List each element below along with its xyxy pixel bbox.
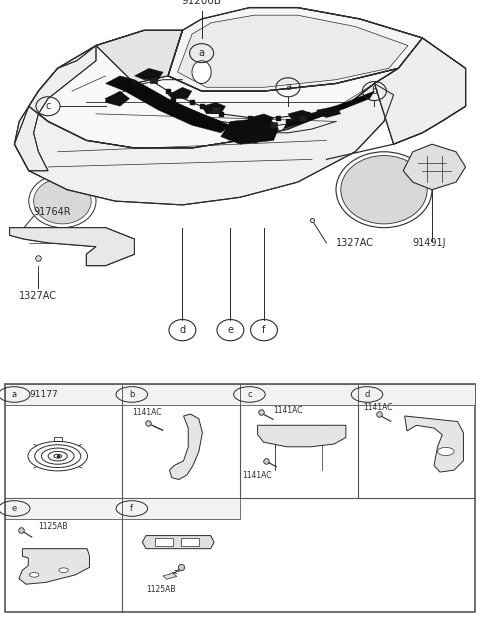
Text: b: b [371, 86, 378, 96]
Bar [358, 384, 475, 405]
Polygon shape [168, 7, 422, 91]
Text: c: c [45, 101, 51, 111]
Text: e: e [12, 504, 17, 513]
Polygon shape [14, 83, 394, 205]
Circle shape [29, 573, 39, 577]
Text: 1141AC: 1141AC [242, 471, 272, 480]
Text: 1125AB: 1125AB [146, 586, 175, 594]
Polygon shape [202, 102, 226, 114]
Polygon shape [403, 144, 466, 190]
Circle shape [59, 568, 68, 573]
Circle shape [438, 447, 454, 455]
Polygon shape [169, 414, 203, 479]
Polygon shape [374, 38, 466, 144]
Bar [240, 384, 358, 405]
Bar [156, 539, 173, 546]
Polygon shape [283, 91, 374, 129]
Polygon shape [288, 110, 312, 122]
Polygon shape [258, 425, 346, 447]
Text: 1141AC: 1141AC [273, 406, 302, 415]
Text: b: b [129, 390, 134, 399]
Text: a: a [12, 390, 17, 399]
Text: 91764R: 91764R [34, 207, 71, 218]
Text: 1327AC: 1327AC [19, 291, 57, 301]
Polygon shape [29, 30, 398, 148]
Text: 1141AC: 1141AC [363, 403, 393, 412]
Polygon shape [134, 68, 163, 80]
Polygon shape [106, 91, 130, 106]
Text: d: d [180, 325, 185, 335]
Text: c: c [247, 390, 252, 399]
Polygon shape [427, 91, 461, 110]
Bar [5, 384, 122, 405]
Polygon shape [96, 30, 182, 83]
Text: 1327AC: 1327AC [336, 238, 374, 248]
Bar [270, 122, 277, 128]
Circle shape [34, 178, 91, 224]
Circle shape [341, 155, 427, 224]
Text: 1141AC: 1141AC [132, 408, 161, 416]
Bar [181, 539, 199, 546]
Bar [5, 499, 122, 519]
Text: f: f [262, 325, 266, 335]
Text: d: d [364, 390, 370, 399]
Text: e: e [228, 325, 233, 335]
Bar [299, 115, 306, 121]
Polygon shape [317, 106, 341, 118]
Text: 91177: 91177 [29, 390, 58, 399]
Bar [212, 107, 220, 113]
Ellipse shape [192, 60, 211, 83]
Polygon shape [405, 416, 464, 472]
Polygon shape [168, 87, 192, 99]
Text: 1125AB: 1125AB [38, 522, 67, 531]
Text: a: a [199, 48, 204, 58]
Text: a: a [285, 82, 291, 93]
Bar [122, 384, 240, 405]
Text: 91491J: 91491J [413, 238, 446, 248]
Polygon shape [250, 114, 274, 125]
Bar [163, 573, 177, 579]
Polygon shape [19, 549, 89, 584]
Polygon shape [14, 46, 96, 171]
Text: 91200B: 91200B [181, 0, 222, 6]
Polygon shape [106, 76, 230, 133]
Polygon shape [230, 129, 259, 141]
Polygon shape [10, 228, 134, 265]
Polygon shape [178, 15, 408, 87]
Bar [122, 499, 240, 519]
Text: f: f [130, 504, 133, 513]
Polygon shape [221, 118, 278, 144]
Bar [150, 77, 157, 83]
Polygon shape [143, 536, 214, 549]
